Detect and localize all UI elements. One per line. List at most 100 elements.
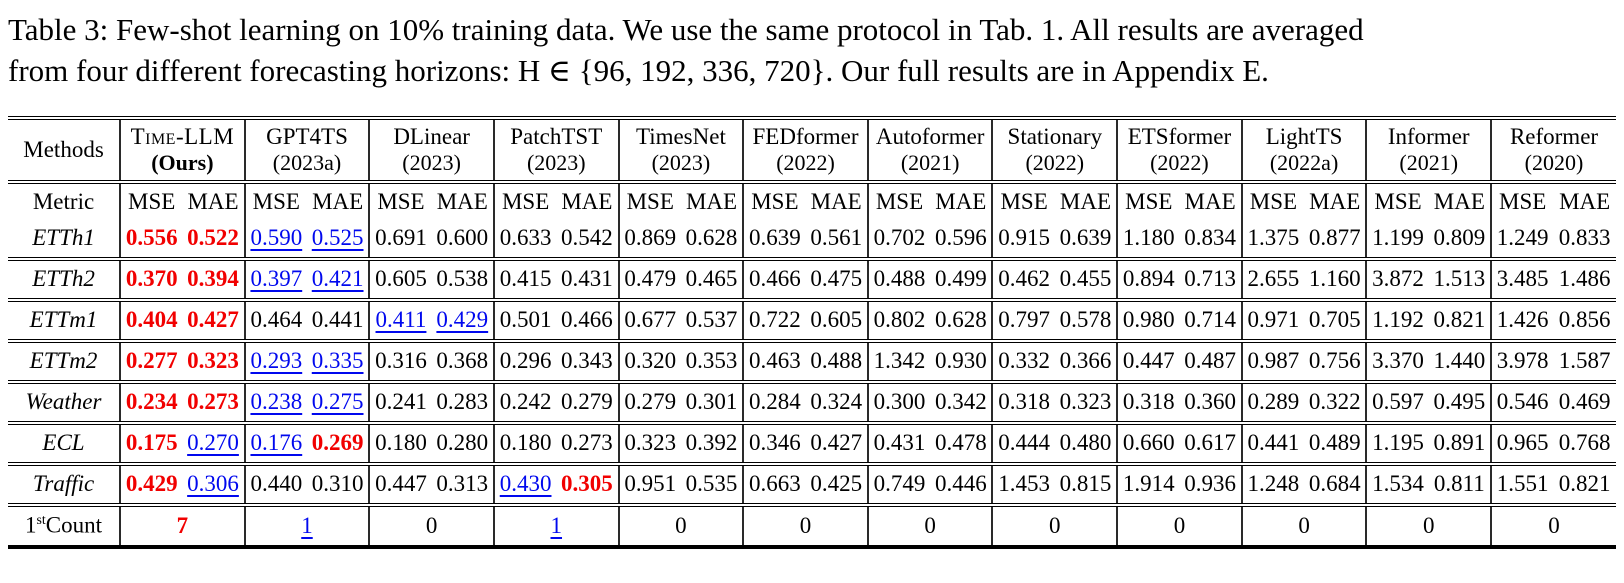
dataset-label: ETTm2 [8, 340, 122, 382]
metric-value-cell: 0.877 [1308, 225, 1361, 251]
metric-value-cell: 0.335 [311, 348, 364, 374]
metric-value-cell: 0.306 [187, 471, 239, 497]
metric-value-cell: 0.293 [243, 340, 307, 382]
metric-mae-header: MAE [187, 188, 239, 214]
metric-value-cell: 0.318 [1116, 381, 1180, 423]
metric-value-cell: 0.370 [119, 258, 183, 300]
metric-value-cell: 0.600 [436, 225, 489, 251]
data-row-ecl: ECL 0.175 0.270 0.176 0.269 0.180 0.280 0.180 0.… [8, 422, 1616, 464]
metric-value-cell: 0.965 [1490, 422, 1554, 464]
method-header-time-llm: Time-LLM (Ours) [119, 117, 245, 182]
metric-value-cell: 0.971 [1240, 299, 1305, 341]
metric-value-cell: 0.478 [934, 430, 987, 456]
metric-value-cell: 0.175 [119, 422, 183, 464]
metric-value-cell: 0.930 [934, 348, 987, 374]
method-name: Time-LLM [130, 123, 235, 149]
metric-value-cell: 0.538 [436, 266, 489, 292]
metric-value-cell: 0.455 [1059, 266, 1112, 292]
metric-value-cell: 0.542 [561, 225, 613, 251]
metric-value-cell: 0.313 [436, 471, 489, 497]
metric-value-cell: 3.485 [1490, 258, 1554, 300]
first-count-value: 0 [1490, 504, 1616, 547]
caption-line-2: from four different forecasting horizons… [8, 52, 1269, 88]
method-year: (Ours) [151, 150, 214, 176]
metric-value-cell: 0.821 [1433, 307, 1486, 333]
methods-header-row: Methods Time-LLM (Ours) GPT4TS (2023a) DLinea… [8, 117, 1616, 182]
method-name: DLinear [393, 123, 470, 149]
method-year: (2020) [1524, 150, 1584, 176]
metric-value-cell: 0.951 [617, 463, 681, 505]
metric-value-cell: 0.628 [685, 225, 738, 251]
caption-line-1: Table 3: Few-shot learning on 10% traini… [8, 12, 1364, 47]
method-header-informer: Informer (2021) [1365, 117, 1492, 182]
metric-value-cell: 0.469 [1558, 389, 1611, 415]
metric-value-cell: 0.677 [617, 299, 681, 341]
metric-value-cell: 0.242 [492, 381, 557, 423]
metric-value-cell: 0.597 [1365, 381, 1429, 423]
metric-value-cell: 0.834 [1184, 225, 1236, 251]
metric-value-cell: 0.802 [866, 299, 931, 341]
metric-value-cell: 0.809 [1433, 225, 1486, 251]
metric-value-cell: 0.501 [492, 299, 557, 341]
metric-mse-header: MSE [1490, 181, 1554, 220]
metric-value-cell: 0.368 [436, 348, 489, 374]
metric-value-cell: 0.305 [561, 471, 613, 497]
metric-value-cell: 0.639 [1059, 225, 1112, 251]
metric-value-cell: 0.815 [1059, 471, 1112, 497]
method-header-timesnet: TimesNet (2023) [617, 117, 744, 182]
metric-value-cell: 1.248 [1240, 463, 1305, 505]
metric-value-cell: 0.353 [685, 348, 738, 374]
method-year: (2022a) [1269, 150, 1339, 176]
metric-mae-header: MAE [436, 188, 488, 214]
metric-value-cell: 0.980 [1116, 299, 1180, 341]
metric-value-cell: 0.392 [685, 430, 738, 456]
metric-value-cell: 0.525 [311, 225, 364, 251]
metric-value-cell: 1.160 [1308, 266, 1361, 292]
metric-mse-header: MSE [866, 181, 931, 220]
metric-value-cell: 0.756 [1308, 348, 1361, 374]
metric-value-cell: 0.323 [1059, 389, 1112, 415]
metric-value-cell: 0.366 [1059, 348, 1112, 374]
method-header-gpt4ts: GPT4TS (2023a) [243, 117, 370, 182]
data-row-etth2: ETTh2 0.370 0.394 0.397 0.421 0.605 0.538 0.415… [8, 258, 1616, 300]
metric-value-cell: 0.431 [866, 422, 931, 464]
metric-mse-header: MSE [368, 181, 432, 220]
metric-mse-header: MSE [1240, 181, 1305, 220]
method-year: (2022) [1025, 150, 1085, 176]
metric-value-cell: 0.462 [991, 258, 1055, 300]
metric-value-cell: 0.463 [742, 340, 806, 382]
method-year: (2022) [1150, 150, 1209, 176]
metric-value-cell: 0.447 [368, 463, 432, 505]
metric-value-cell: 1.426 [1490, 299, 1554, 341]
metric-value-cell: 0.300 [866, 381, 931, 423]
dataset-label: Traffic [8, 463, 122, 505]
method-header-stationary: Stationary (2022) [991, 117, 1118, 182]
dataset-label: Weather [8, 381, 122, 423]
method-name: Reformer [1509, 123, 1599, 149]
metric-value-cell: 0.447 [1116, 340, 1180, 382]
metric-value-cell: 1.486 [1558, 266, 1611, 292]
metric-value-cell: 0.480 [1059, 430, 1112, 456]
metric-mse-header: MSE [492, 181, 557, 220]
metric-value-cell: 0.633 [492, 219, 557, 259]
metric-mse-header: MSE [742, 181, 806, 220]
metric-value-cell: 0.488 [866, 258, 931, 300]
metric-value-cell: 0.749 [866, 463, 931, 505]
metric-value-cell: 1.192 [1365, 299, 1429, 341]
method-name: Autoformer [875, 123, 985, 149]
metric-mae-header: MAE [561, 188, 613, 214]
metric-value-cell: 0.429 [436, 307, 489, 333]
dataset-label: ETTh1 [8, 219, 122, 259]
metric-value-cell: 0.891 [1433, 430, 1486, 456]
metric-value-cell: 0.425 [810, 471, 863, 497]
metric-value-cell: 0.768 [1558, 430, 1611, 456]
metric-mae-header: MAE [1559, 188, 1611, 214]
dataset-label: ETTm1 [8, 299, 122, 341]
method-header-patchtst: PatchTST (2023) [492, 117, 619, 182]
metric-value-cell: 0.660 [1116, 422, 1180, 464]
metric-value-cell: 0.346 [742, 422, 806, 464]
metric-value-cell: 0.475 [810, 266, 863, 292]
metric-value-cell: 3.978 [1490, 340, 1554, 382]
metric-value-cell: 0.522 [187, 225, 239, 251]
metric-value-cell: 0.446 [934, 471, 987, 497]
